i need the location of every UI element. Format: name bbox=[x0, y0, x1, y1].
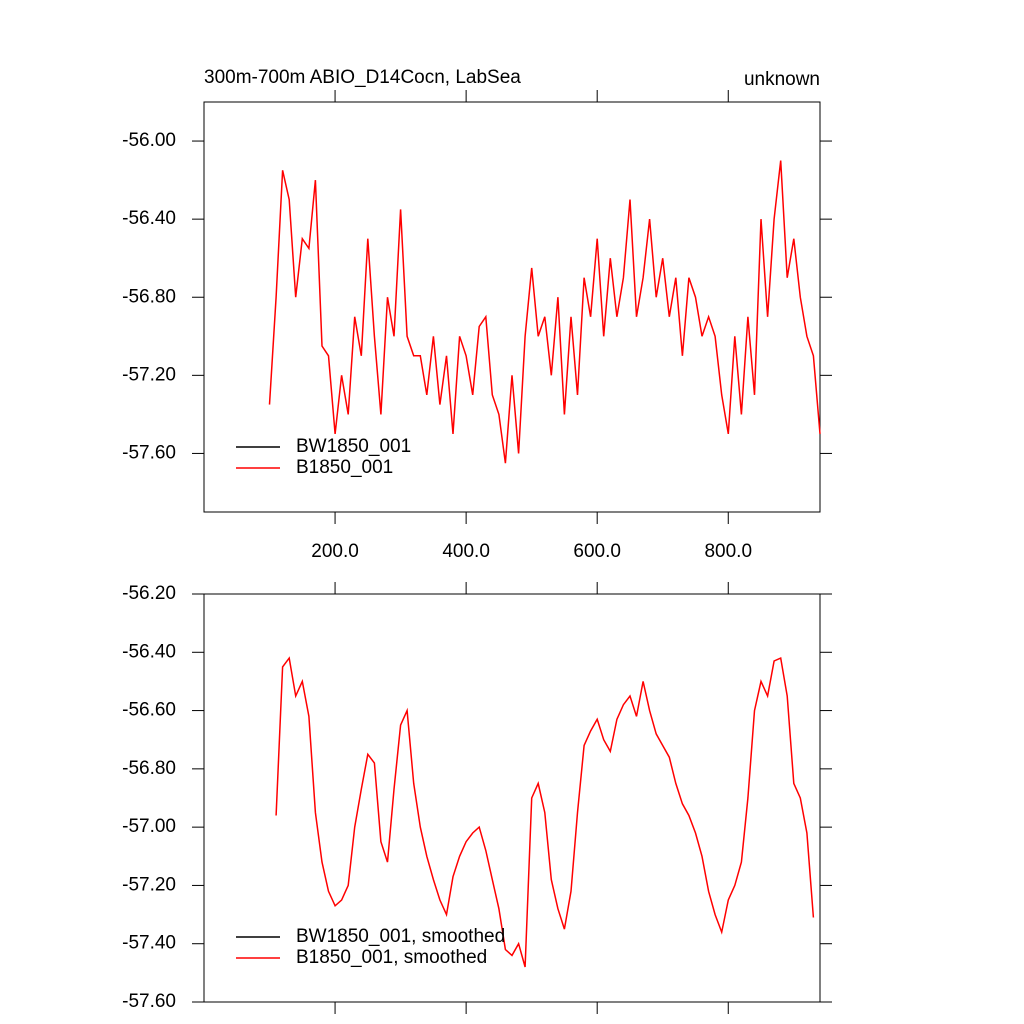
legend-label: BW1850_001 bbox=[296, 436, 411, 457]
chart-right-title: unknown bbox=[744, 69, 820, 90]
y-tick-label: -56.60 bbox=[122, 700, 176, 721]
y-tick-label: -57.00 bbox=[122, 816, 176, 837]
y-tick-label: -56.40 bbox=[122, 208, 176, 229]
plot-frame bbox=[203, 593, 821, 1003]
legend-label: BW1850_001, smoothed bbox=[296, 926, 505, 947]
series-line bbox=[268, 160, 821, 464]
x-tick-label: 600.0 bbox=[573, 541, 621, 562]
chart-title: 300m-700m ABIO_D14Cocn, LabSea bbox=[204, 67, 521, 88]
legend-label: B1850_001 bbox=[296, 457, 393, 478]
plot-frame bbox=[203, 101, 821, 513]
y-tick-label: -57.40 bbox=[122, 933, 176, 954]
y-tick-label: -56.80 bbox=[122, 758, 176, 779]
y-tick-label: -57.60 bbox=[122, 991, 176, 1012]
y-tick-label: -56.00 bbox=[122, 130, 176, 151]
legend-label: B1850_001, smoothed bbox=[296, 947, 487, 968]
series-line bbox=[275, 656, 815, 968]
x-tick-label: 800.0 bbox=[704, 541, 752, 562]
x-tick-label: 200.0 bbox=[311, 541, 359, 562]
y-tick-label: -57.20 bbox=[122, 364, 176, 385]
y-tick-label: -56.20 bbox=[122, 583, 176, 604]
y-tick-label: -56.40 bbox=[122, 641, 176, 662]
y-tick-label: -57.20 bbox=[122, 874, 176, 895]
y-tick-label: -57.60 bbox=[122, 442, 176, 463]
y-tick-label: -56.80 bbox=[122, 286, 176, 307]
x-tick-label: 400.0 bbox=[442, 541, 490, 562]
